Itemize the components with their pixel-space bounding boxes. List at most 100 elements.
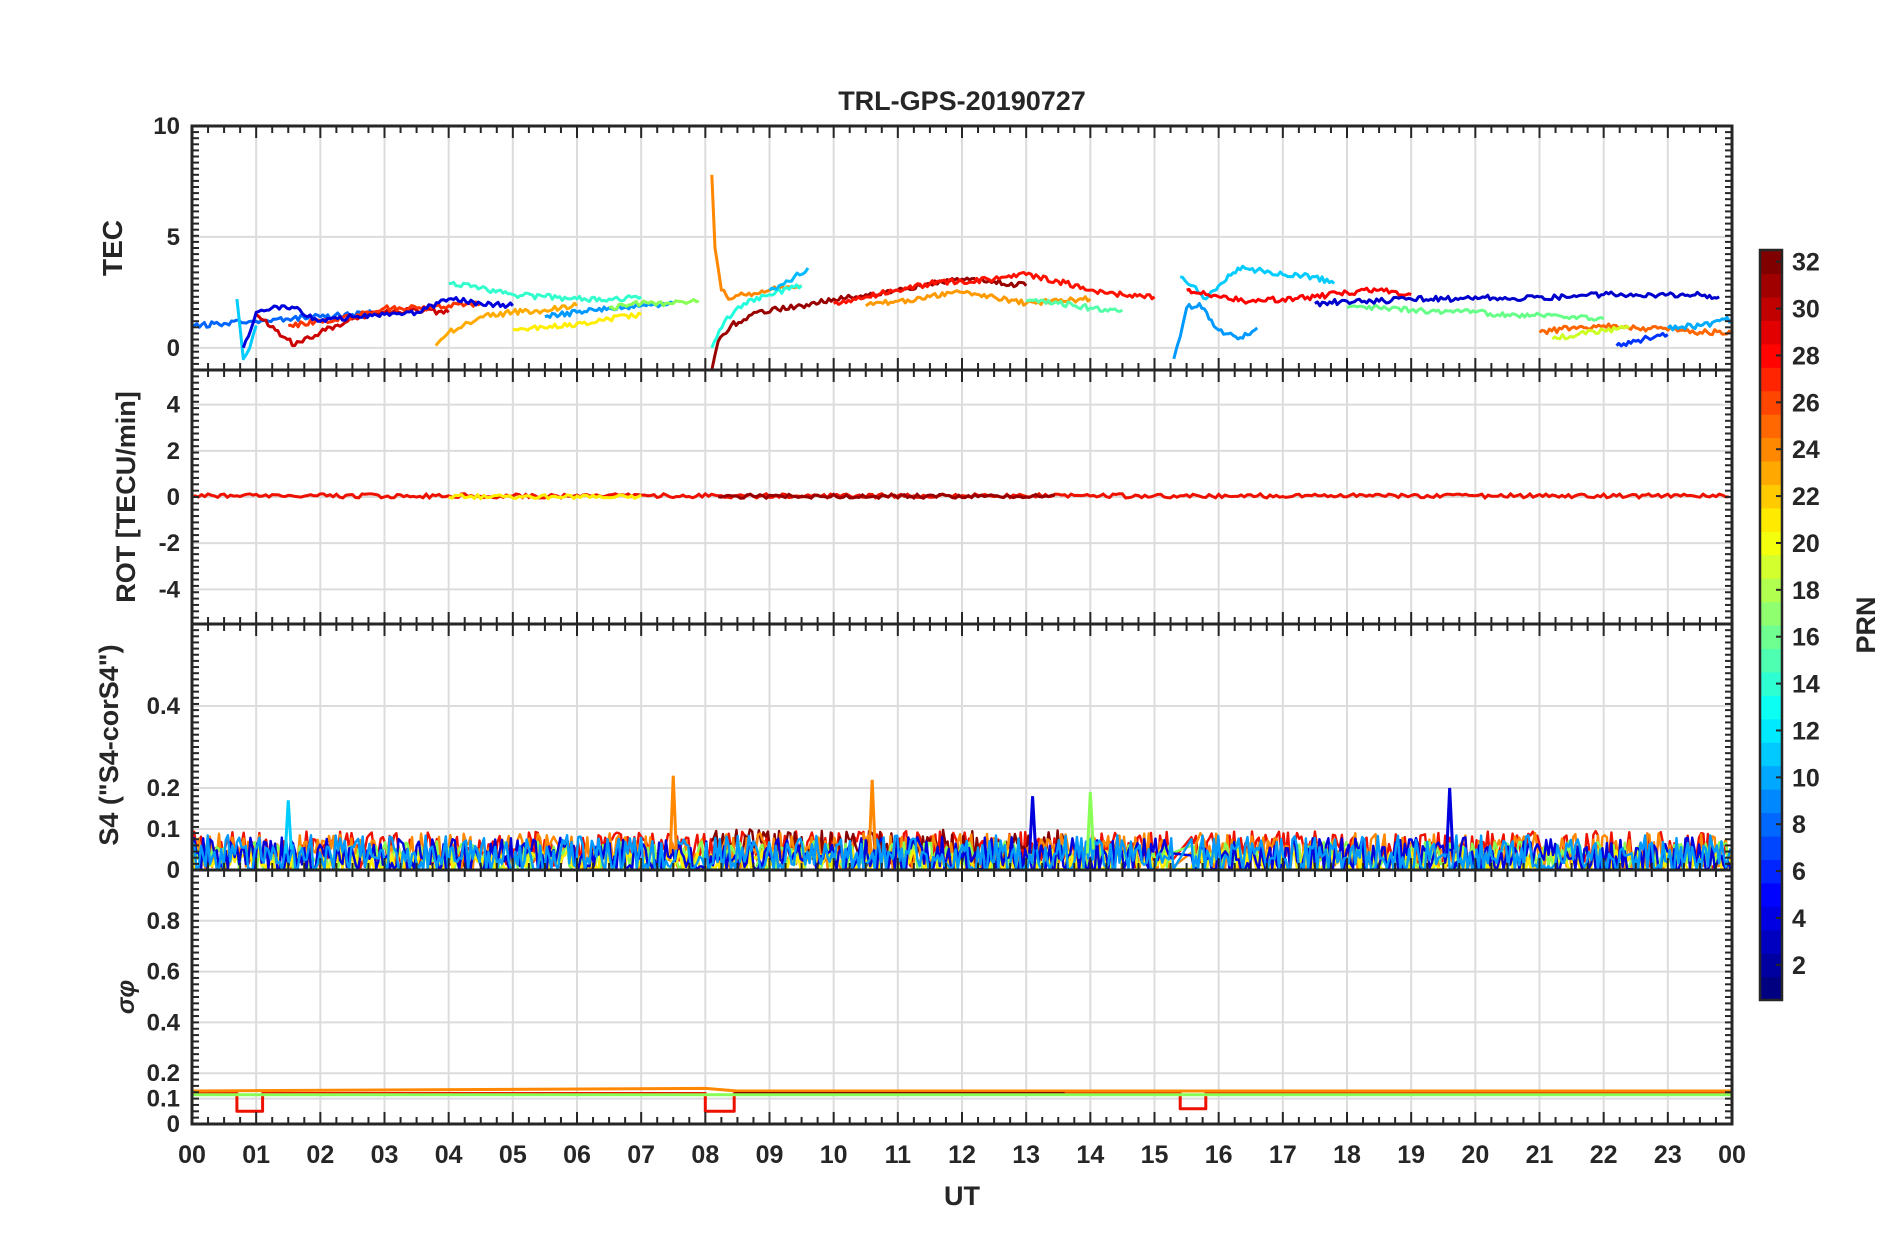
series-prn-12 [235,298,258,361]
series-prn-31 [718,492,1056,501]
series-prn-28 [1186,286,1412,305]
colorbar-bin [1760,367,1782,392]
colorbar-bin [1760,554,1782,579]
colorbar-bin [1760,789,1782,814]
y-tick-label: -2 [159,530,180,557]
y-axis-label: ROT [TECU/min] [111,391,141,602]
series-prn-28 [192,1092,1732,1113]
colorbar-bin [1760,460,1782,485]
x-tick-label: 05 [499,1141,527,1169]
series-prn-23 [865,289,1092,307]
colorbar-bin [1760,531,1782,556]
y-tick-label: 5 [167,224,180,251]
colorbar-bin [1760,812,1782,837]
series-prn-9 [1172,302,1259,360]
y-tick-label: 4 [167,392,181,419]
colorbar-bin [1760,718,1782,743]
panel-TEC: 0 5 10 TEC [97,113,1734,372]
y-tick-label: 0.6 [147,959,180,986]
peak-marker [1085,792,1095,854]
colorbar-bin [1760,343,1782,368]
series-prn-20 [448,492,642,501]
x-tick-label: 07 [627,1141,655,1169]
series-prn-12 [1179,264,1336,301]
peak-marker [283,800,293,854]
x-tick-label: 01 [242,1141,270,1169]
colorbar-tick-label: 4 [1792,905,1806,933]
colorbar-bin [1760,250,1782,275]
colorbar-bin [1760,953,1782,978]
y-tick-label: 0.8 [147,908,180,935]
colorbar-tick-label: 18 [1792,577,1820,605]
peak-marker [1445,787,1455,854]
colorbar-frame [1758,248,1784,1002]
y-tick-label: 0 [167,1111,180,1138]
x-tick-label: 21 [1526,1141,1554,1169]
series-prn-16 [1346,304,1605,322]
series-prn-3 [1314,290,1720,308]
series-prn-11 [1666,315,1732,332]
x-tick-label: 00 [1718,1141,1746,1169]
x-tick-label: 15 [1141,1141,1169,1169]
colorbar-tick-label: 26 [1792,389,1820,417]
x-tick-label: 09 [756,1141,784,1169]
series-prn-27 [832,270,1156,306]
y-tick-label: 0.2 [147,1060,180,1087]
x-tick-label: 14 [1076,1141,1104,1169]
series-prn-9 [768,267,810,292]
colorbar-bin [1760,437,1782,462]
x-tick-label: 19 [1397,1141,1425,1169]
series-prn-5 [1615,331,1669,348]
colorbar-bin [1760,906,1782,931]
x-tick-label: 08 [691,1141,719,1169]
panel-sigma_phi: 00.10.2 0.4 0.6 0.8 σφ [112,868,1734,1138]
x-tick-label: 06 [563,1141,591,1169]
colorbar-tick-label: 28 [1792,342,1820,370]
chart-title: TRL-GPS-20190727 [838,86,1086,116]
colorbar-bin [1760,671,1782,696]
colorbar-bin [1760,484,1782,509]
colorbar-tick-label: 24 [1792,436,1820,464]
colorbar-bin [1760,882,1782,907]
colorbar-bin [1760,414,1782,439]
colorbar-bin [1760,929,1782,954]
colorbar-bin [1760,976,1782,1001]
colorbar-bin [1760,507,1782,532]
y-tick-label: -4 [159,576,181,603]
y-tick-label: 0.4 [147,1009,181,1036]
x-tick-label: 16 [1205,1141,1233,1169]
colorbar-bin [1760,320,1782,345]
series-prn-29 [255,306,450,348]
colorbar-label: PRN [1851,596,1881,653]
series-prn-25 [1538,322,1732,337]
x-tick-label: 23 [1654,1141,1682,1169]
colorbar-bin [1760,390,1782,415]
series-prn-17 [608,298,700,312]
y-axis-label: S4 ("S4-corS4") [94,644,124,845]
colorbar-bin [1760,625,1782,650]
colorbar-tick-label: 16 [1792,624,1820,652]
colorbar-tick-label: 10 [1792,764,1820,792]
colorbar-bin [1760,835,1782,860]
series-prn-4 [241,296,514,349]
colorbar-tick-label: 14 [1792,671,1820,699]
colorbar-bin [1760,578,1782,603]
colorbar-tick-label: 22 [1792,483,1820,511]
colorbar-tick-label: 30 [1792,296,1820,324]
colorbar-bin [1760,859,1782,884]
panel-ROT: -4 -2 0 2 4 ROT [TECU/min] [111,368,1734,626]
series-prn-15 [1025,298,1124,313]
y-tick-label: 0.4 [147,693,181,720]
series-prn-19 [1551,324,1631,341]
peak-marker [1028,796,1038,854]
colorbar-tick-label: 2 [1792,952,1806,980]
y-tick-label: 0.1 [147,1086,180,1113]
y-axis-label: TEC [97,220,128,276]
peak-marker [867,779,877,854]
series-prn-14 [448,280,642,304]
series-group [192,491,1729,501]
colorbar-bin [1760,601,1782,626]
x-tick-label: 12 [948,1141,976,1169]
